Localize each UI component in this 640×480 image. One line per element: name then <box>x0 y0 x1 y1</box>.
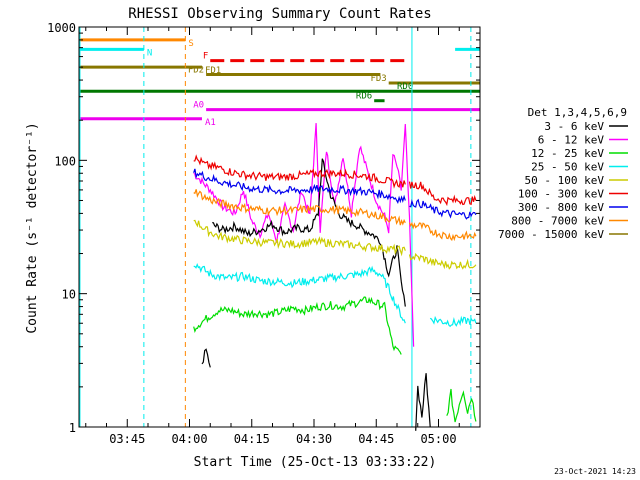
legend-label-6-12-kev: 6 - 12 keV <box>538 134 605 147</box>
legend-label-3-6-kev: 3 - 6 keV <box>544 120 604 133</box>
series-100-300-kev-seg-2 <box>408 181 477 207</box>
series-25-50-kev-seg-1 <box>193 262 406 324</box>
x-tick-label-0345: 03:45 <box>109 432 145 446</box>
legend-label-300-800-kev: 300 - 800 keV <box>518 201 604 214</box>
series-25-50-kev-seg-2 <box>429 315 477 328</box>
series-100-300-kev-seg-1 <box>193 154 406 189</box>
legend-label-50-100-kev: 50 - 100 keV <box>525 174 605 187</box>
flag-bar-label-fd3: FD3 <box>370 74 386 84</box>
y-tick-label-1000: 1000 <box>47 21 76 35</box>
series-3-6-kev-seg-1 <box>201 348 211 368</box>
x-axis-label: Start Time (25-Oct-13 03:33:22) <box>194 455 437 470</box>
legend-label-12-25-kev: 12 - 25 keV <box>531 147 604 160</box>
flag-bar-label-fd1: FD1 <box>205 66 221 76</box>
flag-bar-label-fd2: FD2 <box>188 66 204 76</box>
flag-bar-label-a1: A1 <box>205 118 216 128</box>
series-50-100-kev-seg-1 <box>193 219 406 257</box>
x-tick-label-0500: 05:00 <box>420 432 456 446</box>
y-axis-label: Count Rate (s⁻¹ detector⁻¹) <box>25 122 40 333</box>
flag-bar-label-s: S <box>188 39 193 49</box>
chart-title: RHESSI Observing Summary Count Rates <box>128 6 431 22</box>
series-3-6-kev-seg-2 <box>212 158 406 307</box>
series-12-25-kev-seg-2 <box>446 388 477 423</box>
x-tick-label-0445: 04:45 <box>358 432 394 446</box>
legend-label-100-300-kev: 100 - 300 keV <box>518 188 604 201</box>
series-300-800-kev-seg-2 <box>409 198 477 220</box>
series-50-100-kev-seg-2 <box>408 252 477 270</box>
vertical-markers <box>79 27 472 427</box>
flag-bar-label-rd0: RD0 <box>397 82 413 92</box>
legend-label-7000-15000-kev: 7000 - 15000 keV <box>498 228 604 241</box>
series-layer <box>193 123 477 431</box>
series-800-7000-kev-seg-2 <box>408 221 477 242</box>
flag-bar-label-f: F <box>203 52 208 62</box>
y-tick-label-1: 1 <box>69 421 76 435</box>
x-tick-label-0430: 04:30 <box>296 432 332 446</box>
footer-timestamp: 23-Oct-2021 14:23 <box>554 467 636 476</box>
flag-bar-label-a0: A0 <box>193 101 204 111</box>
flag-bar-label-n: N <box>147 48 152 58</box>
axes: 03:45 04:00 04:15 04:30 04:45 05:00 1 10 100 1000 <box>47 21 481 446</box>
plot-frame <box>78 26 481 428</box>
legend-header: Det 1,3,4,5,6,9 <box>528 106 627 119</box>
series-12-25-kev-seg-1 <box>193 296 402 355</box>
x-tick-label-0415: 04:15 <box>234 432 270 446</box>
legend-label-800-7000-kev: 800 - 7000 keV <box>511 215 604 228</box>
series-300-800-kev-seg-1 <box>193 168 406 204</box>
flag-bar-label-rd6: RD6 <box>356 92 372 102</box>
y-tick-label-100: 100 <box>54 154 76 168</box>
y-tick-label-10: 10 <box>62 288 76 302</box>
series-3-6-kev-seg-3 <box>415 373 431 431</box>
x-tick-label-0400: 04:00 <box>171 432 207 446</box>
series-800-7000-kev-seg-1 <box>193 189 406 226</box>
legend-label-25-50-kev: 25 - 50 keV <box>531 161 604 174</box>
